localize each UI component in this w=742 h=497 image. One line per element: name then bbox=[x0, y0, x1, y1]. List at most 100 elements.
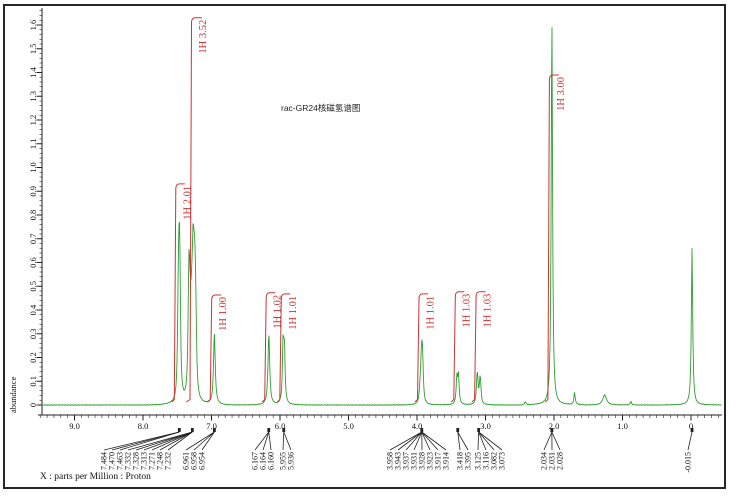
peak-leader-line bbox=[687, 431, 693, 451]
y-tick-label: 1.0 bbox=[28, 162, 38, 173]
peak-shift-label: 7.248 bbox=[156, 452, 165, 470]
leader-pole bbox=[282, 428, 286, 432]
peak-shift-label: 3.923 bbox=[426, 452, 435, 470]
peak-leader-line bbox=[478, 431, 503, 451]
chart-title: rac-GR24核磁氢谱图 bbox=[281, 103, 361, 113]
peak-shift-label: 7.271 bbox=[148, 452, 157, 470]
x-tick-label: 7.0 bbox=[206, 421, 217, 431]
leader-pole bbox=[477, 428, 481, 432]
peak-leader-line bbox=[193, 431, 215, 451]
peak-leader-line bbox=[135, 431, 193, 451]
peak-shift-label: 2.031 bbox=[548, 452, 557, 470]
leader-pole bbox=[267, 428, 271, 432]
peak-shift-label: 3.395 bbox=[464, 452, 473, 470]
x-tick-label: 9.0 bbox=[69, 421, 80, 431]
y-tick-label: 0.4 bbox=[28, 304, 38, 315]
y-tick-label: 0.2 bbox=[28, 352, 38, 363]
leader-pole bbox=[190, 428, 194, 432]
x-axis-label: X : parts per Million : Proton bbox=[40, 472, 151, 482]
integral-curve bbox=[471, 291, 486, 403]
peak-leader-line bbox=[262, 431, 270, 451]
peak-shift-label: 6.160 bbox=[267, 452, 276, 470]
integral-label: 1H 1.03 bbox=[483, 294, 494, 328]
peak-shift-label: 3.928 bbox=[418, 452, 427, 470]
peak-shift-label: 2.034 bbox=[540, 452, 549, 470]
integral-label: 1H 3.52 bbox=[198, 20, 209, 54]
y-tick-label: 0.7 bbox=[28, 233, 38, 244]
peak-leader-line bbox=[478, 431, 487, 451]
peak-leader-line bbox=[167, 431, 193, 451]
peak-shift-label: 3.418 bbox=[456, 452, 465, 470]
y-tick-label: 1.5 bbox=[28, 43, 38, 54]
peak-shift-label: 3.125 bbox=[474, 452, 483, 470]
y-tick-label: 0.5 bbox=[28, 281, 38, 292]
x-tick-label: 6.0 bbox=[275, 421, 286, 431]
peak-leader-line bbox=[543, 431, 553, 451]
peak-leader-line bbox=[143, 431, 193, 451]
peak-shift-label: 6.167 bbox=[251, 452, 260, 470]
integral-label: 1H 1.00 bbox=[218, 297, 229, 331]
integral-curve bbox=[450, 291, 465, 403]
integral-curve bbox=[261, 292, 276, 403]
spectrum-trace bbox=[42, 27, 722, 407]
x-tick-label: 3.0 bbox=[480, 421, 491, 431]
integral-curve bbox=[276, 293, 291, 403]
peak-shift-label: 6.164 bbox=[259, 452, 268, 470]
integral-label: 1H 3.00 bbox=[556, 77, 567, 111]
peak-leader-line bbox=[551, 431, 561, 451]
peak-leader-line bbox=[283, 431, 292, 451]
peak-shift-label: 3.116 bbox=[482, 452, 491, 470]
peak-shift-label: 6.958 bbox=[190, 452, 199, 470]
integral-label: 1H 1.03 bbox=[462, 294, 473, 328]
integral-label: 1H 1.02 bbox=[273, 295, 284, 329]
peak-shift-label: 3.931 bbox=[410, 452, 419, 470]
peak-shift-label: 3.958 bbox=[386, 452, 395, 470]
integral-curve bbox=[544, 74, 559, 403]
leader-pole bbox=[177, 428, 181, 432]
peak-shift-label: 7.332 bbox=[124, 452, 133, 470]
peak-shift-label: 7.463 bbox=[116, 452, 125, 470]
peak-shift-label: 3.073 bbox=[498, 452, 507, 470]
y-tick-label: 1.6 bbox=[28, 20, 38, 31]
integral-curve bbox=[414, 293, 428, 403]
peak-leader-line bbox=[282, 431, 285, 451]
y-tick-label: 0.3 bbox=[28, 328, 38, 339]
peak-leader-line bbox=[413, 431, 423, 451]
y-tick-label: 0.6 bbox=[28, 257, 38, 268]
x-tick-label: 8.0 bbox=[138, 421, 149, 431]
peak-shift-label: 7.484 bbox=[100, 452, 109, 470]
peak-shift-label: 5.936 bbox=[287, 452, 296, 470]
y-tick-label: 0.1 bbox=[28, 376, 38, 387]
peak-leader-line bbox=[397, 431, 423, 451]
x-tick-label: 1.0 bbox=[617, 421, 628, 431]
peak-leader-line bbox=[268, 431, 272, 451]
peak-leader-line bbox=[457, 431, 461, 451]
leader-pole bbox=[456, 428, 460, 432]
peak-shift-label: 7.328 bbox=[132, 452, 141, 470]
peak-shift-label: 3.082 bbox=[490, 452, 499, 470]
x-tick-label: 2.0 bbox=[549, 421, 560, 431]
peak-leader-line bbox=[421, 431, 447, 451]
x-tick-label: 4.0 bbox=[412, 421, 423, 431]
peak-leader-line bbox=[389, 431, 422, 451]
peak-leader-line bbox=[421, 431, 439, 451]
x-tick-label: 0 bbox=[689, 421, 693, 431]
peak-leader-line bbox=[478, 431, 495, 451]
peak-shift-label: 6.961 bbox=[182, 452, 191, 470]
peak-shift-label: 7.232 bbox=[164, 452, 173, 470]
peak-shift-label: 5.955 bbox=[279, 452, 288, 470]
peak-leader-line bbox=[405, 431, 423, 451]
leader-pole bbox=[690, 428, 694, 432]
peak-shift-label: 3.917 bbox=[434, 452, 443, 470]
peak-leader-line bbox=[421, 431, 431, 451]
y-tick-label: 1.2 bbox=[28, 115, 38, 126]
peak-leader-line bbox=[254, 431, 270, 451]
integral-curve bbox=[171, 183, 185, 403]
y-tick-label: 1.3 bbox=[28, 91, 38, 102]
peak-shift-label: 7.313 bbox=[140, 452, 149, 470]
peak-shift-label: -0.015 bbox=[684, 452, 693, 473]
integral-annotations: 1H 2.01 1H 3.52 1H 1.00 1H 1.02 1H 1.01 1H 1.… bbox=[171, 17, 567, 403]
peak-leader-line bbox=[457, 431, 469, 451]
